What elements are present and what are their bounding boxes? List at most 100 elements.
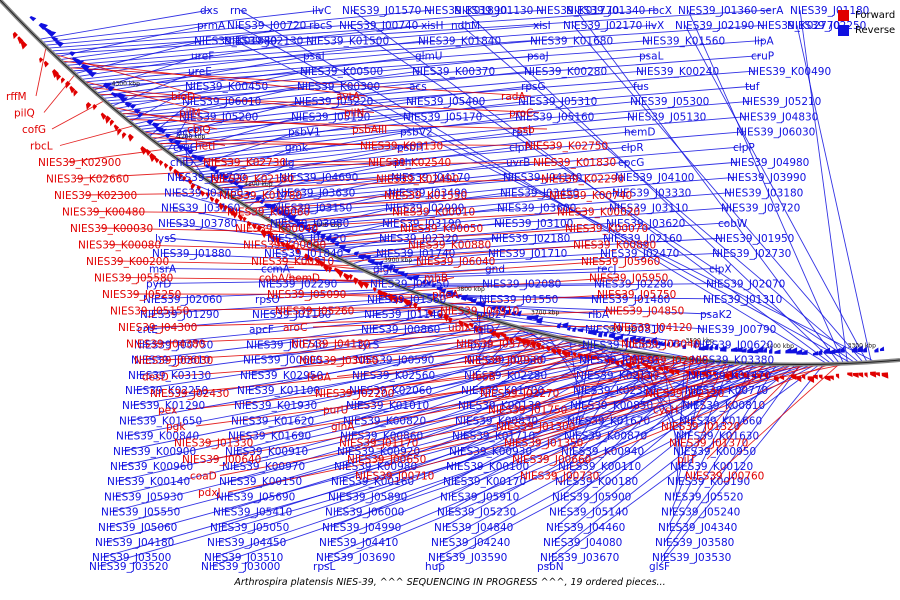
- forward-gene-label: aroC: [283, 322, 307, 334]
- reverse-gene-label: NIES39_J03100: [494, 218, 573, 230]
- forward-gene-label: NIES39_J05090: [267, 289, 346, 301]
- forward-gene-label: NIES39_K02300: [54, 190, 137, 202]
- reverse-gene-label: NIES39_J00620: [694, 339, 773, 351]
- forward-connector-line: [52, 101, 105, 129]
- reverse-gene-label: NIES39_J04340: [658, 522, 737, 534]
- kbp-tick-label: 3300 kbp: [848, 342, 876, 349]
- forward-gene-arrow: [159, 160, 163, 166]
- kbp-tick-label: 3800 kbp: [457, 286, 485, 293]
- reverse-gene-label: NIES39_K00810: [682, 400, 765, 412]
- forward-gene-label: NIES39_K02750: [525, 141, 608, 153]
- reverse-gene-label: NIES39_J02170: [563, 20, 642, 32]
- reverse-gene-label: NIES39_J02080: [482, 279, 561, 291]
- forward-gene-label: NIES39_J02900: [629, 355, 708, 367]
- reverse-gene-label: NIES39_J03720: [721, 203, 800, 215]
- reverse-gene-label: dxs: [200, 5, 218, 17]
- reverse-gene-label: gmk: [285, 142, 309, 154]
- reverse-gene-label: glgP: [373, 263, 396, 275]
- forward-gene-arrow: [128, 134, 134, 142]
- reverse-gene-arrow: [830, 349, 836, 354]
- reverse-gene-label: NIES39_J03990: [727, 172, 806, 184]
- reverse-gene-label: NIES39_J03000: [201, 561, 280, 573]
- forward-gene-arrow: [882, 372, 889, 378]
- reverse-gene-label: NIES39_K01620: [231, 415, 314, 427]
- reverse-gene-label: NIES39_J05230: [437, 507, 516, 519]
- reverse-gene-label: NIES39_K01840: [418, 35, 501, 47]
- forward-gene-label: psbAIII: [352, 124, 387, 136]
- reverse-gene-label: NIES39_J04840: [434, 522, 513, 534]
- reverse-gene-label: NIES39_J01550: [479, 294, 558, 306]
- reverse-gene-label: NIES39_J00790: [697, 324, 776, 336]
- reverse-gene-label: NIES39_J01140: [364, 309, 443, 321]
- forward-gene-label: rffM: [6, 91, 27, 103]
- forward-gene-arrow: [110, 120, 114, 127]
- reverse-gene-label: NIES39_J05210: [742, 96, 821, 108]
- reverse-gene-label: NIES39_J00860: [361, 324, 440, 336]
- reverse-gene-label: NIES39_J04080: [543, 537, 622, 549]
- forward-gene-label: NIES39_J04120: [613, 322, 692, 334]
- forward-gene-arrow: [864, 373, 867, 378]
- forward-gene-arrow: [808, 376, 814, 383]
- kbp-tick-label: 4300 kbp: [112, 81, 140, 88]
- reverse-gene-label: psbV2: [400, 127, 433, 139]
- reverse-gene-label: psaI: [303, 51, 325, 63]
- reverse-connector-line: [56, 25, 207, 57]
- reverse-gene-label: NIES39_K00240: [636, 66, 719, 78]
- reverse-gene-label: NIES39_J05910: [440, 491, 519, 503]
- reverse-gene-label: NIES39_J05400: [406, 96, 485, 108]
- forward-gene-label: NIES39_J00640: [182, 454, 261, 466]
- reverse-gene-label: xisH: [421, 20, 444, 32]
- reverse-gene-label: NIES39_J05900: [552, 491, 631, 503]
- forward-gene-label: NIES39_K01550: [384, 190, 467, 202]
- reverse-gene-label: NIES39_J05410: [213, 507, 292, 519]
- forward-gene-label: NIES39_K00040: [235, 223, 318, 235]
- forward-gene-label: pex: [158, 405, 177, 417]
- forward-gene-arrow: [61, 77, 65, 83]
- forward-gene-label: NIES39_K00080: [78, 240, 161, 252]
- forward-gene-label: NIES39_J05580: [94, 273, 173, 285]
- forward-gene-label: NIES39_K00200: [86, 256, 169, 268]
- forward-gene-label: NIES39_K00480: [62, 207, 145, 219]
- reverse-gene-arrow: [557, 322, 562, 328]
- forward-gene-label: feoB: [472, 372, 496, 384]
- reverse-gene-label: NIES39_K01560: [642, 35, 725, 47]
- reverse-gene-label: hup: [425, 561, 445, 573]
- reverse-gene-label: acs: [409, 81, 427, 93]
- reverse-gene-label: NIES39_J05890: [328, 491, 407, 503]
- reverse-gene-label: NIES39_J04180: [95, 537, 174, 549]
- reverse-gene-label: chlD: [170, 157, 193, 169]
- reverse-gene-label: NIES39_K00850: [570, 400, 653, 412]
- reverse-gene-label: NIES39_J03180: [724, 187, 803, 199]
- forward-gene-label: NIES39_K02730: [203, 157, 286, 169]
- reverse-gene-label: NIES39_J04100: [615, 172, 694, 184]
- reverse-gene-label: NIES39_J04450: [207, 537, 286, 549]
- reverse-gene-label: NIES39_J04980: [730, 157, 809, 169]
- reverse-gene-label: xisI: [533, 20, 551, 32]
- forward-gene-label: NIES39_J00760: [685, 471, 764, 483]
- forward-gene-arrow: [830, 376, 834, 381]
- reverse-gene-label: NIES39_K00140: [107, 476, 190, 488]
- reverse-gene-label: NIES39_J05240: [661, 507, 740, 519]
- forward-gene-label: NIES39_J04850: [605, 306, 684, 318]
- reverse-gene-label: NIES39_K00150: [219, 476, 302, 488]
- reverse-gene-label: cpcG: [618, 157, 644, 169]
- reverse-gene-label: psaJ: [527, 51, 549, 63]
- forward-gene-label: NIES39_K02540: [368, 157, 451, 169]
- reverse-gene-label: NIES39_J01130: [454, 5, 533, 17]
- forward-gene-label: NIES39_J02200: [315, 388, 394, 400]
- forward-gene-label: NIES39_K02180: [211, 174, 294, 186]
- reverse-gene-label: NIES39_J00740: [339, 20, 418, 32]
- reverse-gene-arrow: [29, 16, 36, 21]
- forward-gene-label: NIES39_J05260: [275, 306, 354, 318]
- reverse-gene-label: NIES39_J05520: [664, 491, 743, 503]
- legend: Forward Reverse: [838, 8, 895, 38]
- reverse-gene-label: NIES39_K01650: [119, 415, 202, 427]
- reverse-gene-label: NIES39_K02380: [573, 385, 656, 397]
- reverse-gene-label: NIES39_J03780: [158, 218, 237, 230]
- reverse-gene-label: NIES39_J00720: [227, 20, 306, 32]
- forward-gene-label: NIES39_K00030: [70, 223, 153, 235]
- forward-gene-label: NIES39_J04910: [440, 306, 519, 318]
- forward-gene-label: NIES39_K02900: [38, 157, 121, 169]
- reverse-gene-arrow: [572, 327, 576, 332]
- reverse-gene-label: NIES39_J05140: [549, 507, 628, 519]
